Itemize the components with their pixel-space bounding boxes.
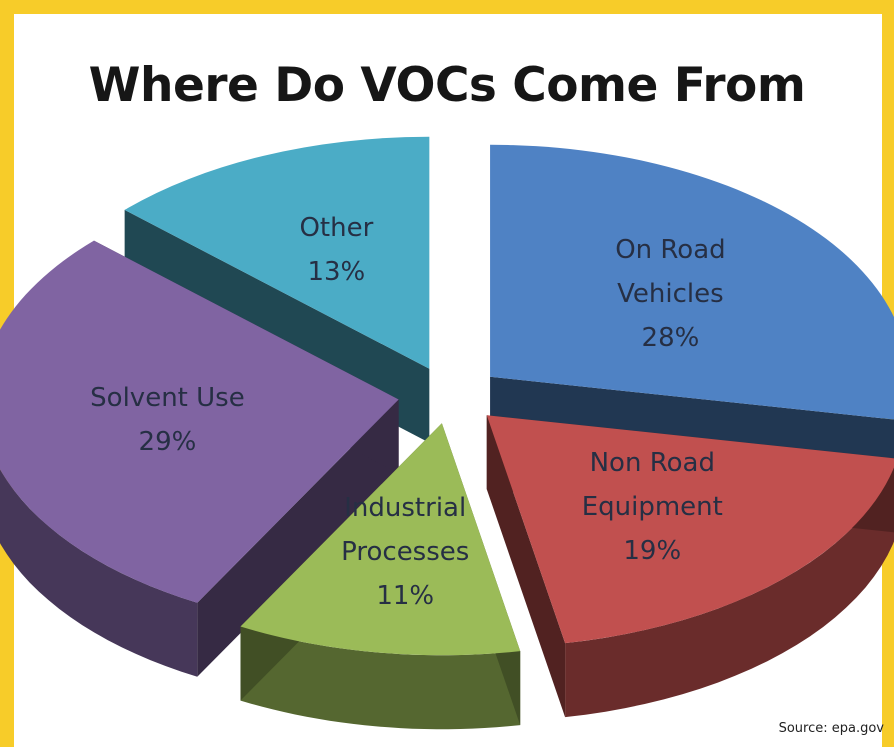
slice-3-side-wall <box>0 469 198 677</box>
slice-3 <box>0 240 399 677</box>
slice-1 <box>486 415 894 718</box>
slice-2-side-wall <box>240 626 521 730</box>
slice-2-top <box>240 423 521 656</box>
slice-1-side-wall <box>565 467 894 718</box>
slice-3-cut-face-0 <box>197 399 399 677</box>
slice-2 <box>240 423 521 730</box>
slice-label-4: Other 13% <box>299 212 374 287</box>
slice-1-top <box>486 415 894 644</box>
slice-3-top <box>0 240 399 603</box>
slice-0-top <box>490 144 894 420</box>
chart-title: Where Do VOCs Come From <box>88 58 806 113</box>
slice-label-0: On Road Vehicles 28% <box>615 234 726 353</box>
source-note: Source: epa.gov <box>778 721 884 736</box>
slice-1-cut-face-1 <box>486 415 566 718</box>
slice-4-top <box>124 136 430 369</box>
slice-label-3: Solvent Use 29% <box>90 382 245 457</box>
slice-label-2: Industrial Processes 11% <box>341 492 470 611</box>
slice-label-1: Non Road Equipment 19% <box>581 448 723 567</box>
